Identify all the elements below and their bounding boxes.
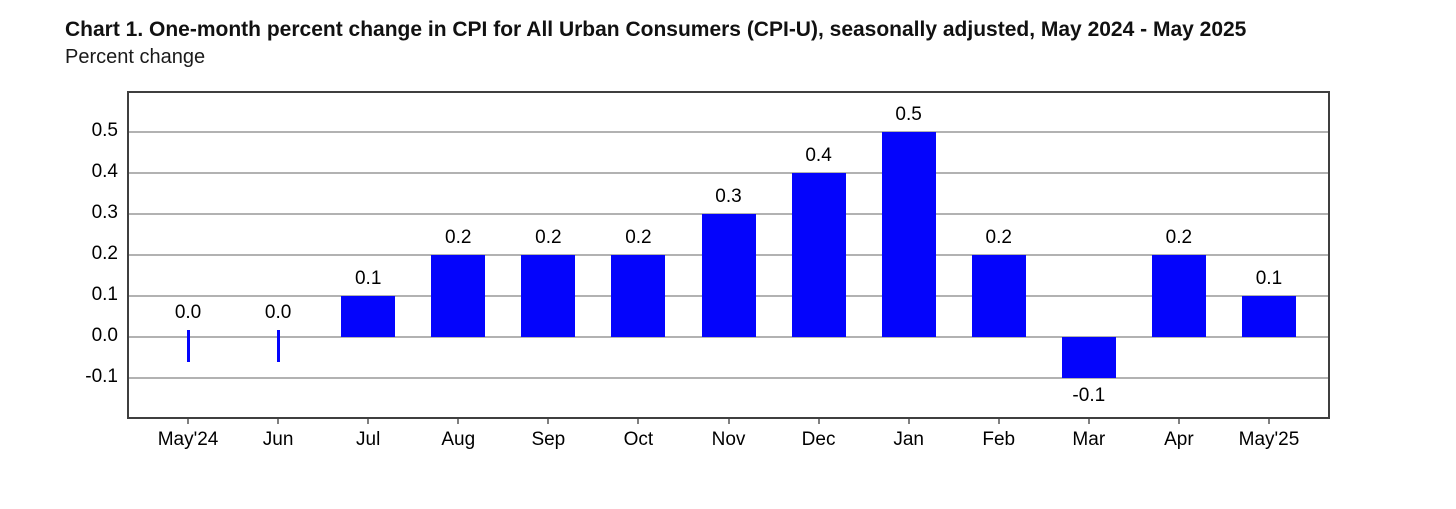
gridline [129, 336, 1328, 338]
chart-subtitle: Percent change [65, 46, 206, 68]
x-axis-tick [457, 419, 460, 424]
zero-value-marker [186, 330, 190, 362]
bar [1241, 296, 1296, 337]
bar [791, 173, 846, 337]
gridline [129, 377, 1328, 379]
x-axis-tick [997, 419, 1000, 424]
x-axis-label: Jul [356, 429, 381, 450]
x-axis-tick [727, 419, 730, 424]
x-axis-label: Mar [1072, 429, 1106, 450]
bar [521, 255, 576, 337]
bar-value-label: 0.0 [264, 302, 292, 323]
bar [971, 255, 1026, 337]
x-axis-tick [277, 419, 280, 424]
x-axis-label: Apr [1164, 429, 1194, 450]
x-axis-tick [187, 419, 190, 424]
gridline [129, 131, 1328, 133]
x-axis-tick [817, 419, 820, 424]
bar-value-label: 0.5 [895, 104, 922, 125]
x-axis-label: May'25 [1238, 429, 1300, 450]
x-axis-tick [1087, 419, 1090, 424]
bar-value-label: 0.1 [354, 268, 382, 289]
x-axis-tick [1267, 419, 1270, 424]
x-axis-label: Jun [262, 429, 294, 450]
bar [1151, 255, 1206, 337]
zero-value-marker [276, 330, 280, 362]
bar [1061, 337, 1116, 378]
x-axis-label: Feb [982, 429, 1016, 450]
bar [881, 132, 936, 337]
x-axis-tick [637, 419, 640, 424]
x-axis-tick [907, 419, 910, 424]
x-axis-tick [367, 419, 370, 424]
bar-value-label: 0.1 [1255, 268, 1283, 289]
bar-value-label: 0.0 [174, 302, 202, 323]
x-axis-tick [547, 419, 550, 424]
x-axis-label: Oct [623, 429, 654, 450]
y-axis-label: 0.4 [91, 161, 118, 182]
bar [701, 214, 756, 337]
bar-value-label: 0.2 [985, 227, 1012, 248]
bar-value-label: 0.2 [625, 227, 652, 248]
x-axis-label: May'24 [157, 429, 219, 450]
bar-value-label: 0.3 [715, 186, 742, 207]
bar-value-label: -0.1 [1072, 385, 1106, 406]
y-axis-label: 0.3 [91, 202, 118, 223]
y-axis-label: 0.5 [91, 120, 118, 141]
y-axis-label: 0.1 [91, 284, 118, 305]
bar [431, 255, 486, 337]
y-axis-label: 0.0 [91, 325, 118, 346]
x-axis-label: Dec [801, 429, 836, 450]
bar-value-label: 0.2 [535, 227, 562, 248]
x-axis-label: Jan [893, 429, 924, 450]
x-axis-label: Aug [441, 429, 476, 450]
bar [341, 296, 396, 337]
bar-value-label: 0.2 [1165, 227, 1193, 248]
x-axis-label: Sep [531, 429, 566, 450]
chart-title: Chart 1. One-month percent change in CPI… [65, 18, 1247, 41]
x-axis-label: Nov [711, 429, 746, 450]
y-axis-label: 0.2 [91, 243, 118, 264]
bar-value-label: 0.4 [805, 145, 832, 166]
bar-value-label: 0.2 [445, 227, 472, 248]
y-axis-label: -0.1 [85, 366, 118, 387]
x-axis-tick [1177, 419, 1180, 424]
bar [611, 255, 666, 337]
gridline [129, 172, 1328, 174]
